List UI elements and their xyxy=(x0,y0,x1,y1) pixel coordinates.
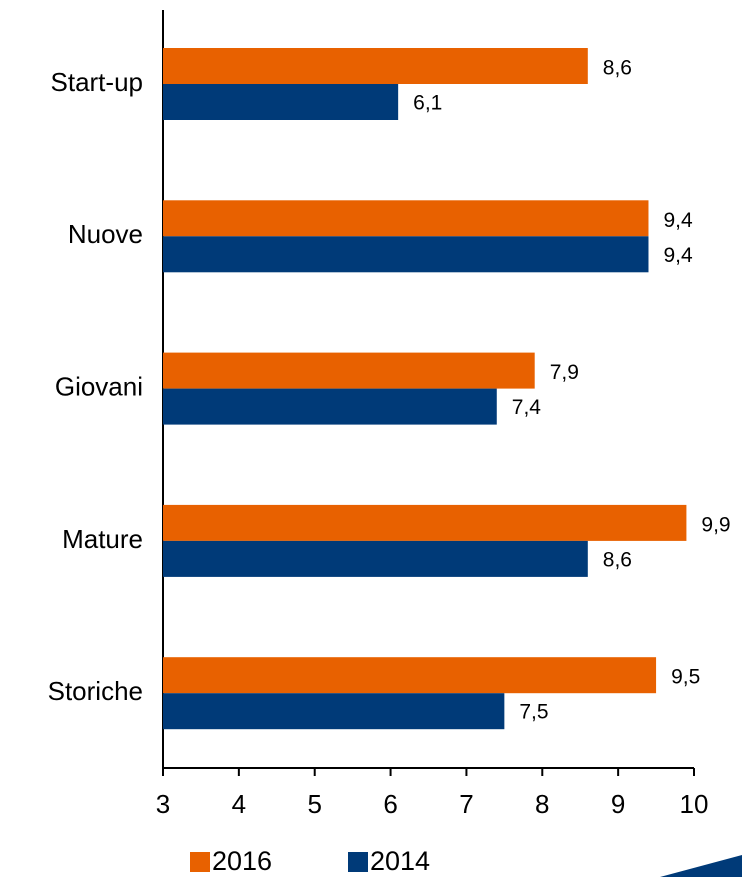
value-label: 7,9 xyxy=(550,361,579,384)
category-label: Mature xyxy=(62,524,143,554)
x-tick-label: 7 xyxy=(459,789,473,819)
category-label: Nuove xyxy=(68,219,143,249)
category-label: Giovani xyxy=(55,371,143,401)
value-label: 7,4 xyxy=(512,396,542,419)
bar xyxy=(163,236,649,273)
category-label: Storiche xyxy=(48,676,143,706)
value-label: 8,6 xyxy=(603,57,632,80)
bar xyxy=(163,540,588,577)
x-tick-label: 4 xyxy=(232,789,246,819)
value-label: 9,4 xyxy=(663,244,693,267)
value-label: 6,1 xyxy=(413,92,442,115)
bar xyxy=(163,200,649,237)
category-label: Start-up xyxy=(51,67,144,97)
legend-label: 2014 xyxy=(370,846,430,876)
x-tick-label: 9 xyxy=(611,789,625,819)
x-tick-label: 5 xyxy=(307,789,321,819)
decoration xyxy=(660,855,742,877)
x-tick-label: 6 xyxy=(383,789,397,819)
bar xyxy=(163,693,505,730)
value-label: 8,6 xyxy=(603,548,632,571)
value-label: 9,5 xyxy=(671,666,700,689)
value-label: 9,9 xyxy=(701,513,730,536)
x-tick-label: 10 xyxy=(680,789,709,819)
x-tick-label: 8 xyxy=(535,789,549,819)
bar xyxy=(163,504,687,541)
legend-label: 2016 xyxy=(212,846,272,876)
bar xyxy=(163,352,535,389)
legend-swatch xyxy=(348,852,368,872)
bar xyxy=(163,84,399,120)
value-label: 7,5 xyxy=(519,701,548,724)
bar xyxy=(163,48,588,84)
value-label: 9,4 xyxy=(663,209,693,232)
bar xyxy=(163,388,497,425)
bar xyxy=(163,657,657,694)
x-tick-label: 3 xyxy=(156,789,170,819)
legend-swatch xyxy=(190,852,210,872)
